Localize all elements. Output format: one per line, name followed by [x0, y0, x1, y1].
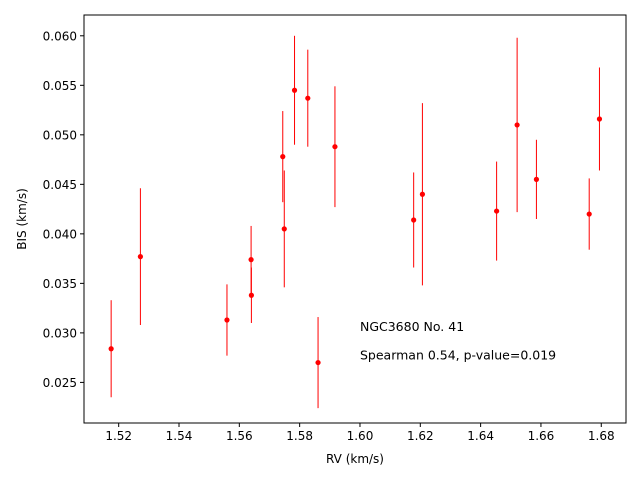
annotation-text: Spearman 0.54, p-value=0.019 [360, 348, 556, 363]
data-point [494, 208, 500, 214]
x-axis-label: RV (km/s) [326, 452, 384, 466]
axes-frame [83, 14, 627, 424]
y-tick-label: 0.030 [43, 326, 77, 340]
plot-area [108, 35, 603, 409]
x-tick-label: 1.60 [347, 429, 374, 443]
data-point [586, 211, 592, 217]
data-point [280, 154, 286, 160]
data-point [596, 116, 603, 122]
y-tick-label: 0.040 [43, 227, 77, 241]
data-point [419, 191, 426, 197]
data-point [291, 87, 298, 93]
data-point [281, 226, 287, 232]
annotations: NGC3680 No. 41 Spearman 0.54, p-value=0.0… [360, 319, 556, 363]
x-tick-label: 1.66 [528, 429, 555, 443]
data-point [332, 144, 338, 150]
x-tick-label: 1.52 [105, 429, 132, 443]
y-tick-label: 0.045 [43, 178, 77, 192]
data-point [108, 346, 114, 352]
data-point [305, 95, 311, 101]
data-point [224, 317, 230, 323]
x-axis-ticks: 1.52 1.54 1.56 1.58 1.60 1.62 1.64 1.66 1.68 [105, 423, 615, 443]
x-tick-label: 1.56 [226, 429, 253, 443]
data-point [411, 217, 417, 223]
x-tick-label: 1.68 [588, 429, 615, 443]
x-tick-label: 1.54 [166, 429, 193, 443]
x-tick-label: 1.62 [407, 429, 434, 443]
data-point [315, 359, 321, 366]
y-tick-label: 0.050 [43, 128, 77, 142]
annotation-text: NGC3680 No. 41 [360, 319, 464, 334]
y-tick-label: 0.060 [43, 29, 77, 43]
x-tick-label: 1.58 [286, 429, 313, 443]
x-tick-label: 1.64 [467, 429, 494, 443]
data-point [248, 257, 254, 263]
data-point [248, 292, 254, 298]
y-axis-ticks: 0.025 0.030 0.035 0.040 0.045 0.050 0.055 0.060 [43, 29, 84, 390]
data-point [514, 122, 520, 128]
data-point [533, 176, 540, 182]
y-tick-label: 0.055 [43, 79, 77, 93]
y-axis-label: BIS (km/s) [15, 188, 29, 250]
y-tick-label: 0.025 [43, 376, 77, 390]
data-point [137, 254, 144, 260]
y-tick-label: 0.035 [43, 277, 77, 291]
